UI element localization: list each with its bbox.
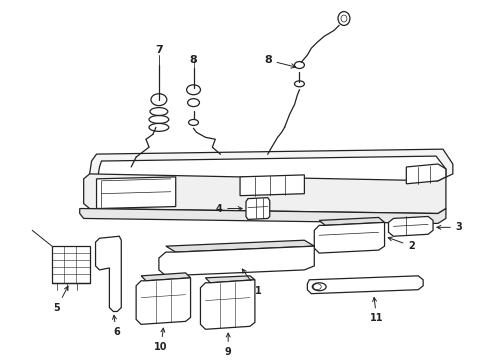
Text: 4: 4 [216, 203, 242, 213]
Polygon shape [406, 164, 446, 184]
Ellipse shape [188, 99, 199, 107]
Ellipse shape [150, 108, 168, 116]
Text: 10: 10 [154, 328, 168, 352]
Polygon shape [307, 276, 423, 294]
Polygon shape [90, 149, 453, 186]
Text: 7: 7 [155, 45, 163, 55]
Polygon shape [159, 246, 314, 276]
Ellipse shape [151, 94, 167, 105]
Polygon shape [141, 273, 191, 281]
Ellipse shape [187, 85, 200, 95]
Polygon shape [200, 280, 255, 329]
Polygon shape [314, 222, 385, 253]
Polygon shape [136, 278, 191, 324]
Polygon shape [389, 216, 433, 236]
Polygon shape [84, 174, 446, 213]
Text: 5: 5 [53, 286, 68, 312]
Polygon shape [205, 276, 255, 283]
Polygon shape [52, 246, 90, 283]
Text: 6: 6 [113, 315, 120, 337]
Polygon shape [246, 198, 270, 220]
Text: 1: 1 [242, 269, 261, 296]
Polygon shape [240, 175, 304, 196]
Text: 8: 8 [190, 55, 197, 65]
Text: 9: 9 [225, 333, 232, 357]
Text: 3: 3 [437, 222, 463, 232]
Ellipse shape [312, 283, 326, 291]
Ellipse shape [338, 12, 350, 26]
Polygon shape [80, 208, 446, 224]
Text: 2: 2 [388, 237, 415, 251]
Ellipse shape [189, 120, 198, 125]
Polygon shape [97, 177, 176, 208]
Ellipse shape [294, 81, 304, 87]
Polygon shape [98, 156, 446, 187]
Polygon shape [96, 236, 122, 311]
Text: 11: 11 [370, 297, 383, 323]
Polygon shape [166, 240, 314, 252]
Ellipse shape [294, 62, 304, 68]
Text: 8: 8 [264, 55, 295, 68]
Polygon shape [319, 217, 385, 225]
